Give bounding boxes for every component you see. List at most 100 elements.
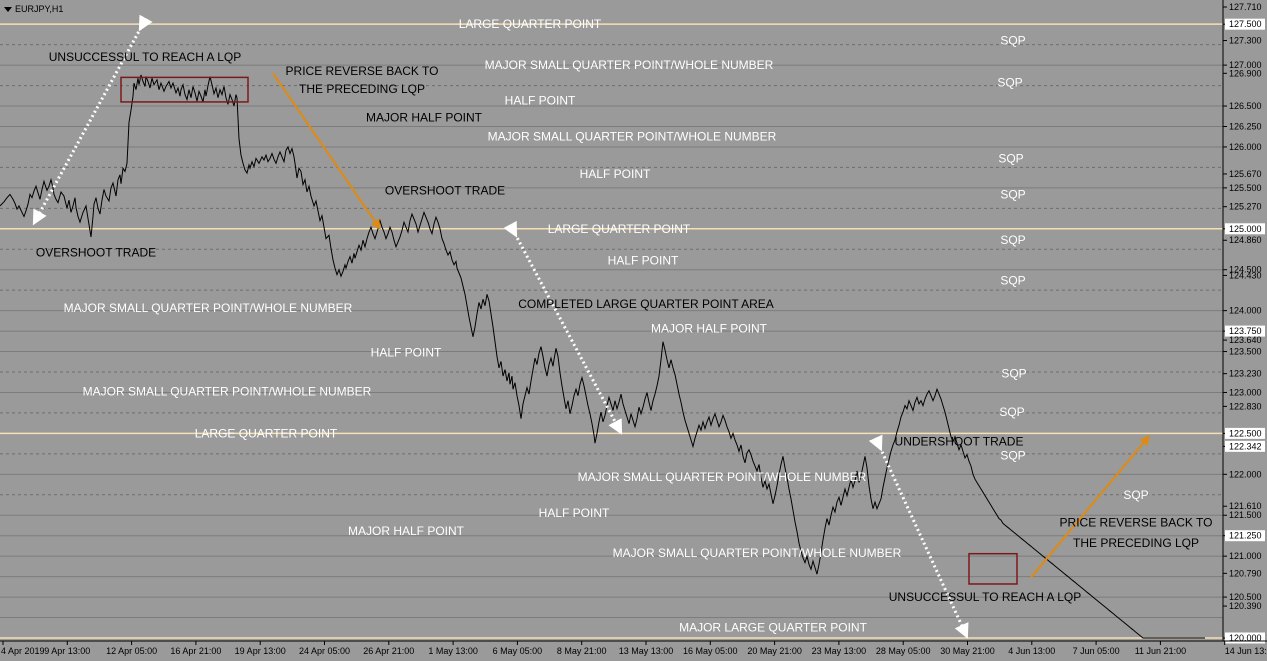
- price-tick-label: 120.390: [1229, 601, 1262, 611]
- annotation-label: MAJOR SMALL QUARTER POINT/WHOLE NUMBER: [613, 546, 902, 560]
- annotation-label: UNSUCCESSUL TO REACH A LQP: [49, 50, 242, 64]
- arrow-white-1: [32, 14, 153, 226]
- annotation-label: SQP: [1000, 34, 1025, 48]
- symbol-label[interactable]: EURJPY,H1: [4, 4, 63, 14]
- annotation-label: OVERSHOOT TRADE: [36, 246, 156, 260]
- price-tick-label: 126.000: [1229, 142, 1262, 152]
- time-tick-label: 7 Jun 05:00: [1073, 646, 1120, 656]
- annotation-label: HALF POINT: [580, 167, 651, 181]
- time-tick-label: 16 May 05:00: [683, 646, 738, 656]
- time-tick-label: 13 May 13:00: [619, 646, 674, 656]
- price-tick-box: [1225, 223, 1265, 235]
- time-tick-label: 1 May 13:00: [428, 646, 478, 656]
- annotation-label: MAJOR LARGE QUARTER POINT: [679, 620, 867, 634]
- annotation-label: SQP: [1001, 367, 1026, 381]
- annotation-label: MAJOR SMALL QUARTER POINT/WHOLE NUMBER: [64, 301, 353, 315]
- price-tick-box: [1225, 440, 1265, 452]
- price-tick-label: 121.610: [1229, 501, 1262, 511]
- annotation-label: SQP: [997, 75, 1022, 89]
- time-tick-label: 20 May 21:00: [747, 646, 802, 656]
- price-tick-box: [1225, 427, 1265, 439]
- price-tick-label: 123.230: [1229, 369, 1262, 379]
- time-tick-label: 23 May 13:00: [812, 646, 867, 656]
- price-line: [0, 74, 1205, 639]
- annotation-label: SQP: [1000, 187, 1025, 201]
- price-tick-box: [1225, 18, 1265, 30]
- price-tick-label: 123.640: [1229, 335, 1262, 345]
- annotation-label: UNSUCCESSUL TO REACH A LQP: [889, 590, 1082, 604]
- price-tick-box: [1225, 325, 1265, 337]
- price-tick-label: 124.500: [1229, 265, 1262, 275]
- arrow-orange-5: [1030, 435, 1150, 579]
- annotation-label: LARGE QUARTER POINT: [459, 17, 602, 31]
- annotation-label: THE PRECEDING LQP: [1073, 536, 1199, 550]
- price-tick-label: 127.710: [1229, 2, 1262, 12]
- annotation-label: HALF POINT: [505, 93, 576, 107]
- grid-layer: [0, 23, 1223, 639]
- arrow-white-4: [868, 434, 969, 639]
- price-tick-label: 120.500: [1229, 592, 1262, 602]
- highlight-box-2: [968, 552, 1018, 585]
- price-tick-label: 127.300: [1229, 36, 1262, 46]
- time-tick-label: 9 Apr 13:00: [44, 646, 90, 656]
- price-tick-label: 126.900: [1229, 68, 1262, 78]
- annotation-label: SQP: [1000, 448, 1025, 462]
- price-tick-label: 120.000: [1229, 633, 1262, 643]
- time-tick-label: 6 May 05:00: [493, 646, 543, 656]
- annotation-label: MAJOR HALF POINT: [348, 524, 465, 538]
- price-tick-label: 125.670: [1229, 169, 1262, 179]
- annotation-label: SQP: [1000, 273, 1025, 287]
- annotation-label: MAJOR SMALL QUARTER POINT/WHOLE NUMBER: [485, 58, 774, 72]
- symbol-text: EURJPY,H1: [15, 4, 64, 14]
- price-tick-label: 120.790: [1229, 568, 1262, 578]
- annotation-label: SQP: [1123, 488, 1148, 502]
- price-tick-label: 125.000: [1229, 224, 1262, 234]
- annotation-label: MAJOR SMALL QUARTER POINT/WHOLE NUMBER: [83, 385, 372, 399]
- annotation-label: MAJOR SMALL QUARTER POINT/WHOLE NUMBER: [578, 470, 867, 484]
- annotation-label: OVERSHOOT TRADE: [385, 183, 505, 197]
- annotation-label: LARGE QUARTER POINT: [195, 426, 338, 440]
- time-tick-label: 4 Apr 2019: [1, 646, 45, 656]
- annotation-label: SQP: [999, 405, 1024, 419]
- price-tick-label: 125.270: [1229, 202, 1262, 212]
- time-tick-label: 14 Jun 13:00: [1225, 646, 1267, 656]
- price-tick-label: 125.500: [1229, 183, 1262, 193]
- price-tick-label: 122.830: [1229, 401, 1262, 411]
- annotation-label: MAJOR HALF POINT: [366, 110, 483, 124]
- arrow-white-3: [503, 220, 623, 435]
- price-tick-label: 124.430: [1229, 270, 1262, 280]
- price-tick-label: 122.500: [1229, 428, 1262, 438]
- triangle-down-icon[interactable]: [4, 7, 12, 13]
- price-tick-label: 124.860: [1229, 235, 1262, 245]
- annotation-label: PRICE REVERSE BACK TO: [1060, 516, 1213, 530]
- price-tick-label: 124.000: [1229, 306, 1262, 316]
- arrow-orange-2: [272, 72, 381, 230]
- price-tick-label: 127.000: [1229, 60, 1262, 70]
- price-tick-label: 121.250: [1229, 531, 1262, 541]
- time-tick-label: 12 Apr 05:00: [106, 646, 157, 656]
- time-tick-label: 4 Jun 13:00: [1008, 646, 1055, 656]
- annotation-label: MAJOR SMALL QUARTER POINT/WHOLE NUMBER: [488, 129, 777, 143]
- annotation-label: LARGE QUARTER POINT: [548, 222, 691, 236]
- annotation-label: UNDERSHOOT TRADE: [895, 435, 1024, 449]
- time-tick-label: 11 Jun 21:00: [1135, 646, 1186, 656]
- time-tick-label: 28 May 05:00: [876, 646, 931, 656]
- price-tick-label: 127.500: [1229, 19, 1262, 29]
- time-tick-label: 19 Apr 13:00: [235, 646, 286, 656]
- price-tick-label: 123.500: [1229, 347, 1262, 357]
- annotation-label: HALF POINT: [608, 254, 679, 268]
- price-tick-label: 126.500: [1229, 101, 1262, 111]
- price-tick-box: [1225, 530, 1265, 542]
- annotation-label: SQP: [1000, 233, 1025, 247]
- annotation-label: COMPLETED LARGE QUARTER POINT AREA: [518, 297, 774, 311]
- annotation-label: HALF POINT: [539, 506, 610, 520]
- price-tick-label: 121.000: [1229, 551, 1262, 561]
- price-tick-label: 122.000: [1229, 469, 1262, 479]
- annotation-label: THE PRECEDING LQP: [299, 82, 425, 96]
- price-tick-box: [1225, 632, 1265, 644]
- price-tick-label: 126.250: [1229, 121, 1262, 131]
- time-tick-label: 8 May 21:00: [557, 646, 607, 656]
- time-tick-label: 24 Apr 05:00: [299, 646, 350, 656]
